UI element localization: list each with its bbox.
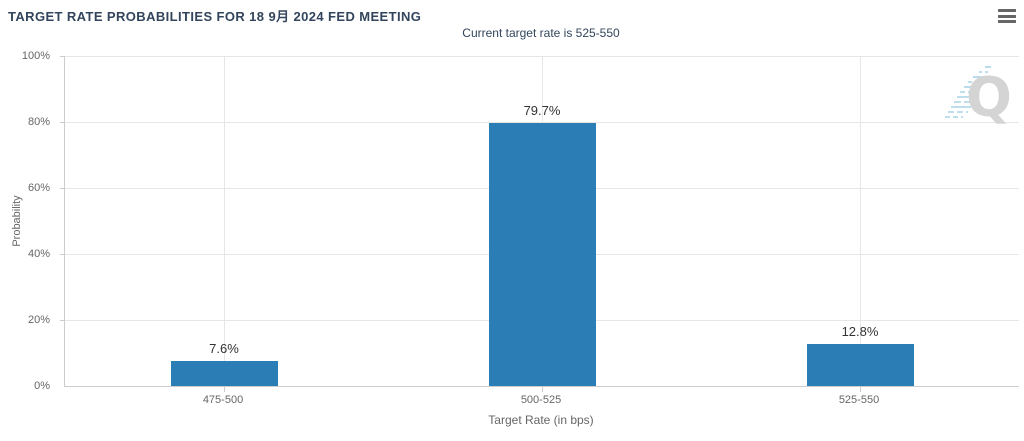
x-tick-label: 500-525 [520,394,562,406]
chart-title: TARGET RATE PROBABILITIES FOR 18 9月 2024… [8,9,422,24]
x-tick-label: 475-500 [202,394,244,406]
bar-series: 7.6% 79.7% 12.8% [65,56,1019,386]
x-tick-mark [859,387,861,392]
x-tick-mark [542,387,543,392]
x-axis-title: Target Rate (in bps) [488,413,594,427]
y-tick-label: 20% [27,314,50,326]
hamburger-icon [998,14,1016,18]
hamburger-icon [998,20,1016,23]
gridline-vertical [859,56,861,386]
bar-column: 79.7% [383,56,701,386]
bar-column: 7.6% [65,56,383,386]
bar-500-525[interactable] [488,123,596,386]
bar-value-label: 7.6% [209,340,239,356]
y-tick-mark [60,320,64,321]
hamburger-icon [998,9,1016,12]
y-tick-mark [60,254,64,255]
bar-value-label: 79.7% [523,103,561,118]
bar-475-500[interactable] [170,360,278,386]
gridline-vertical [224,56,225,386]
y-tick-mark [60,122,64,123]
y-tick-label: 0% [34,380,50,392]
bar-525-550[interactable] [806,343,914,386]
y-tick-label: 100% [21,50,50,62]
chart-menu-button[interactable] [998,9,1016,23]
x-tick-mark [224,387,225,392]
y-tick-label: 60% [27,182,50,194]
y-axis-labels: 100% 80% 60% 40% 20% 0% [0,50,57,392]
y-tick-mark [60,56,64,57]
plot-area: Q 7.6% 79.7% 12.8% [60,56,1019,392]
chart-subtitle: Current target rate is 525-550 [462,26,620,40]
x-tick-label: 525-550 [838,394,880,406]
y-tick-mark [60,188,64,189]
bar-value-label: 12.8% [841,323,879,339]
y-tick-label: 40% [27,248,50,260]
y-tick-label: 80% [27,116,50,128]
bar-column: 12.8% [701,56,1019,386]
x-axis-labels: 475-500 500-525 525-550 [64,394,1018,406]
